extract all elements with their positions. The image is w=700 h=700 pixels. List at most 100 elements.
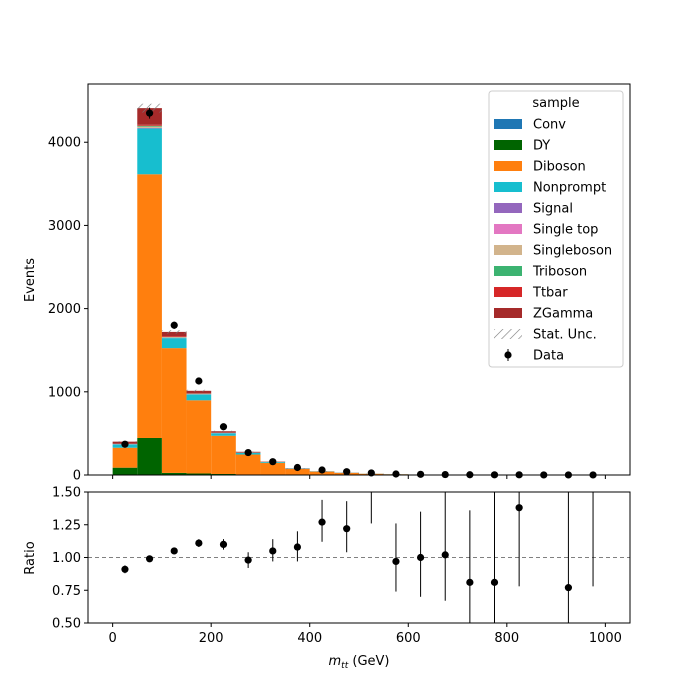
data-point — [244, 448, 252, 457]
ratio-x-tick-label: 1000 — [589, 631, 622, 646]
main-y-tick-label: 3000 — [48, 219, 81, 234]
legend-swatch-stat-unc — [494, 329, 522, 339]
ratio-point — [416, 553, 425, 562]
legend-swatch-dy — [494, 140, 522, 150]
ratio-point — [219, 540, 228, 549]
legend-label-zgamma: ZGamma — [533, 307, 593, 322]
ratio-point — [170, 547, 178, 555]
data-point — [145, 109, 154, 117]
x-axis-label-subscript: tt — [341, 661, 349, 671]
legend-label-stat-unc: Stat. Unc. — [533, 328, 597, 343]
bar-segment-singleboson — [137, 126, 162, 128]
x-axis-label: mtt (GeV) — [329, 654, 390, 671]
stat-unc-band — [211, 430, 236, 432]
legend-label-conv: Conv — [533, 118, 566, 133]
bar-segment-zgamma — [211, 431, 236, 433]
legend-swatch-signal — [494, 203, 522, 213]
legend-entries: Conv DY Diboson Nonprompt Signal Single top Si… — [494, 118, 612, 364]
ratio-point — [490, 578, 499, 586]
ratio-point — [343, 525, 351, 533]
legend-label-triboson: Triboson — [532, 265, 587, 280]
legend-swatch-ttbar — [494, 287, 522, 297]
legend-swatch-singleboson — [494, 245, 522, 255]
legend-swatch-data-marker — [504, 351, 512, 359]
bar-segment-diboson — [161, 348, 187, 473]
data-point — [293, 463, 302, 472]
main-y-tick-label: 1000 — [48, 385, 81, 400]
x-axis-label-unit: (GeV) — [348, 654, 389, 669]
ratio-x-tick-label: 0 — [108, 631, 116, 646]
bar-segment-ttbar — [161, 336, 187, 337]
data-point — [170, 321, 178, 329]
bar-segment-diboson — [260, 463, 286, 475]
main-y-tick-label: 0 — [73, 469, 81, 484]
data-point — [269, 458, 277, 466]
ratio-point — [121, 565, 129, 573]
bar-segment-diboson — [186, 400, 212, 474]
legend-label-data: Data — [533, 349, 564, 364]
main-axes-frame — [87, 83, 631, 476]
data-point — [392, 470, 400, 478]
ratio-point — [466, 578, 474, 586]
bar-segment-nonprompt — [161, 338, 187, 349]
bar-segment-nonprompt — [186, 394, 212, 401]
data-point — [219, 423, 228, 431]
main-y-axis-label: Events — [23, 258, 38, 302]
ratio-point — [145, 555, 154, 563]
main-x-ticks — [112, 475, 606, 479]
bar-segment-nonprompt — [137, 128, 162, 175]
bar-segment-diboson — [235, 454, 261, 475]
data-point — [121, 440, 129, 448]
ratio-y-tick-label: 0.50 — [52, 617, 81, 632]
ratio-x-ticks: 0 200 400 600 800 1000 — [108, 623, 622, 646]
legend-label-single-top: Single top — [533, 223, 598, 238]
ratio-point — [515, 504, 523, 512]
ratio-y-tick-label: 0.75 — [52, 584, 81, 599]
ratio-panel: 0.50 0.75 1.00 1.25 1.50 0 200 400 600 800 1000 R… — [23, 486, 631, 671]
legend: sample Conv DY Diboson Nonprompt Signal Singl… — [488, 90, 624, 368]
bar-segment-dy — [137, 437, 162, 475]
stat-unc-band — [161, 330, 187, 334]
x-axis-label-symbol: m — [329, 654, 342, 669]
bar-segment-diboson — [112, 447, 138, 468]
ratio-point — [244, 556, 252, 564]
legend-label-dy: DY — [533, 139, 550, 154]
legend-label-ttbar: Ttbar — [532, 286, 568, 301]
ratio-y-tick-label: 1.25 — [52, 518, 81, 533]
ratio-point — [269, 547, 277, 555]
ratio-point — [293, 543, 302, 551]
bar-segment-dy — [211, 474, 236, 475]
main-y-ticks: 0 1000 2000 3000 4000 — [48, 136, 88, 484]
ratio-y-tick-label: 1.50 — [52, 486, 81, 501]
bar-segment-dy — [186, 473, 212, 475]
bar-segment-diboson — [285, 469, 310, 475]
data-point — [195, 377, 203, 385]
bar-segment-ttbar — [137, 124, 162, 126]
legend-swatch-single-top — [494, 224, 522, 234]
main-stacked-bars — [112, 108, 606, 475]
ratio-y-tick-label: 1.00 — [52, 551, 81, 566]
legend-swatch-nonprompt — [494, 182, 522, 192]
main-panel: 0 1000 2000 3000 4000 Events sample Conv DY Di… — [23, 83, 631, 484]
data-point — [416, 470, 425, 478]
ratio-x-tick-label: 200 — [199, 631, 224, 646]
ratio-point — [318, 518, 326, 526]
ratio-y-axis-label: Ratio — [23, 541, 38, 574]
bar-segment-zgamma — [186, 390, 212, 394]
data-point — [343, 468, 351, 476]
bar-segment-diboson — [137, 174, 162, 438]
main-y-tick-label: 2000 — [48, 302, 81, 317]
bar-segment-zgamma — [161, 331, 187, 337]
ratio-point — [195, 539, 203, 547]
legend-label-signal: Signal — [533, 202, 573, 217]
bar-segment-dy — [112, 467, 138, 475]
ratio-point — [392, 557, 400, 566]
ratio-point — [564, 584, 573, 592]
ratio-x-tick-label: 600 — [396, 631, 421, 646]
legend-swatch-diboson — [494, 161, 522, 171]
bar-segment-dy — [161, 472, 187, 475]
ratio-x-tick-label: 800 — [494, 631, 519, 646]
main-y-tick-label: 4000 — [48, 136, 81, 151]
legend-label-diboson: Diboson — [533, 160, 586, 175]
